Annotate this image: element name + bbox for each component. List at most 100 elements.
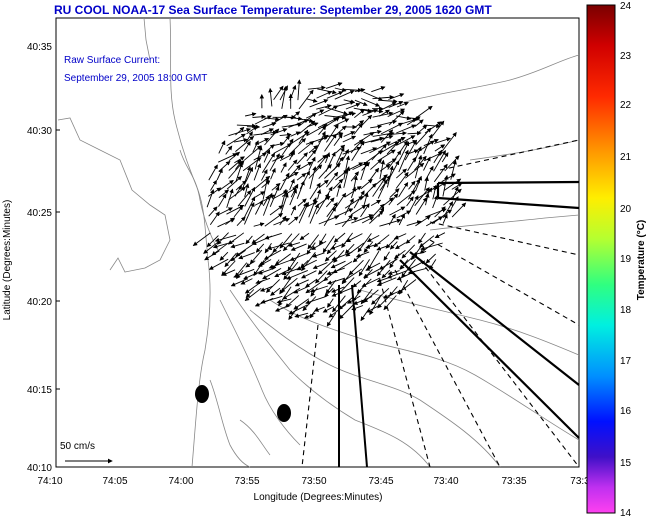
colorbar-tick-label: 23 <box>620 51 632 62</box>
current-vector-arrow <box>406 116 421 126</box>
current-vector-arrow <box>268 259 292 269</box>
y-axis-title: Latitude (Degrees:Minutes) <box>2 200 13 321</box>
current-vector-arrow <box>312 252 325 258</box>
current-vector-arrow <box>371 86 386 93</box>
current-vector-arrow <box>218 193 227 207</box>
current-vector-arrow <box>360 183 377 200</box>
current-vector-arrow <box>376 277 390 283</box>
current-vector-arrow <box>353 123 363 135</box>
current-vector-arrow <box>208 164 218 181</box>
current-vector-arrow <box>288 304 308 315</box>
y-tick-label: 40:30 <box>27 126 52 137</box>
current-vector-arrow <box>282 233 300 252</box>
current-vector-arrow <box>319 233 327 246</box>
current-vector-arrow <box>429 259 437 270</box>
current-vector-arrow <box>254 115 272 125</box>
current-vector-arrow <box>360 203 370 218</box>
current-vector-arrow <box>245 112 257 117</box>
current-vector-arrow <box>281 268 299 276</box>
current-vector-arrow <box>387 270 407 279</box>
current-vector-arrow <box>253 163 262 181</box>
current-vector-arrow <box>234 185 242 197</box>
current-vector-arrow <box>324 115 347 120</box>
current-vector-arrow <box>287 164 301 179</box>
current-vector-arrow <box>407 195 419 215</box>
current-vector-arrow <box>269 153 280 171</box>
current-vector-arrow <box>260 128 274 136</box>
current-vector-arrow <box>216 168 223 181</box>
current-vector-arrow <box>401 244 416 259</box>
current-vector-arrow <box>324 106 349 116</box>
current-vector-arrow <box>269 205 284 216</box>
current-vector-arrow <box>273 217 291 226</box>
current-vector-arrow <box>236 123 257 129</box>
y-tick-label: 40:25 <box>27 208 52 219</box>
current-vector-arrow <box>387 108 406 118</box>
current-vector-arrow <box>369 294 382 316</box>
current-vector-arrow <box>261 180 271 189</box>
x-tick-label: 74:00 <box>168 476 193 487</box>
current-vector-arrow <box>395 171 409 189</box>
current-vector-arrow <box>388 213 396 226</box>
current-vector-arrow <box>415 215 431 227</box>
current-vector-arrow <box>367 250 380 271</box>
current-vector-arrow <box>380 129 394 143</box>
current-vector-arrow <box>361 98 381 107</box>
current-vector-arrow <box>322 235 335 254</box>
current-vector-arrow <box>434 206 446 218</box>
current-vector-arrow <box>398 141 410 161</box>
current-vector-arrow <box>434 232 446 239</box>
y-tick-label: 40:35 <box>27 42 52 53</box>
current-vector-arrow <box>296 79 302 101</box>
current-vector-arrow <box>294 279 309 287</box>
current-vector-arrow <box>371 143 387 161</box>
current-vector-arrow <box>412 250 427 257</box>
current-vector-arrow <box>372 95 395 100</box>
current-vector-arrow <box>255 277 271 285</box>
current-vector-arrow <box>317 88 337 95</box>
current-vector-arrow <box>297 198 307 207</box>
current-vector-arrow <box>257 268 273 275</box>
current-vector-arrow <box>228 151 241 162</box>
current-vector-arrow <box>353 131 375 146</box>
current-vector-arrow <box>285 295 300 308</box>
current-vector-arrow <box>363 91 383 101</box>
current-vector-arrow <box>306 98 318 103</box>
current-vector-arrow <box>418 232 426 244</box>
current-vector-arrow <box>315 270 328 284</box>
current-vector-arrow <box>387 131 407 136</box>
current-vector-arrow <box>351 214 374 224</box>
current-vector-arrow <box>281 86 288 109</box>
current-vector-arrow <box>378 98 398 104</box>
current-vector-arrow <box>236 216 246 227</box>
current-vector-arrow <box>243 202 255 225</box>
current-vector-arrow <box>279 172 290 191</box>
current-vector-arrow <box>257 259 272 267</box>
current-vector-arrow <box>287 242 301 248</box>
current-vector-arrow <box>388 110 405 126</box>
current-vector-arrow <box>407 156 417 172</box>
current-vector-arrow <box>296 173 307 181</box>
current-vector-arrow <box>431 120 445 137</box>
current-vector-arrow <box>249 249 263 265</box>
current-vector-arrow <box>342 135 357 143</box>
current-vector-arrow <box>235 162 243 183</box>
current-vector-arrow <box>353 296 373 305</box>
current-vector-arrow <box>204 250 220 261</box>
current-vector-arrow <box>335 125 347 136</box>
y-tick-label: 40:10 <box>27 463 52 474</box>
current-vector-arrow <box>306 149 317 162</box>
current-vector-arrow <box>365 242 381 249</box>
current-vector-arrow <box>244 183 250 198</box>
current-vector-arrow <box>405 235 416 244</box>
current-vector-arrow <box>432 194 438 209</box>
current-vector-arrow <box>245 235 253 245</box>
current-vector-arrow <box>235 244 253 257</box>
current-vector-arrow <box>287 252 301 272</box>
current-vector-arrow <box>260 285 273 292</box>
current-vector-arrow <box>352 280 362 288</box>
y-axis: 40:35 40:30 40:25 40:20 40:15 40:10 Lati… <box>2 17 60 474</box>
current-vector-arrow <box>280 192 289 215</box>
colorbar-tick-label: 16 <box>620 406 632 417</box>
current-vector-arrow <box>272 241 284 253</box>
